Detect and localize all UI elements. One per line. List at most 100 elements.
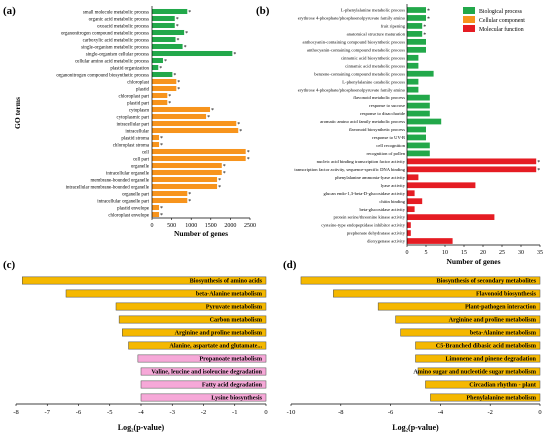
bar-a-27 — [152, 197, 188, 204]
star-a-26: * — [188, 192, 191, 198]
category-label-a-6: single-organism cellular process — [86, 52, 149, 57]
bar-a-12 — [152, 92, 168, 99]
bar-b-16 — [407, 134, 426, 141]
bar-a-11 — [152, 85, 177, 92]
pathway-label-c-3: Carbon metabolism — [210, 317, 263, 324]
category-label-a-12: chloroplast part — [118, 94, 149, 99]
pathway-label-d-0: Biosynthesis of secondary metabolites — [436, 278, 536, 285]
star-a-8: * — [159, 66, 162, 72]
bar-b-24 — [407, 198, 423, 205]
bar-a-7 — [152, 57, 163, 64]
star-a-5: * — [184, 45, 187, 51]
category-label-a-13: plastid part — [127, 101, 150, 106]
star-a-22: * — [223, 164, 226, 170]
category-label-b-10: erythrose 4-phosphate/phosphoenolpyruvat… — [298, 87, 406, 92]
category-label-a-18: plastid stroma — [121, 136, 149, 141]
bar-c-9 — [140, 393, 267, 402]
bar-a-14 — [152, 106, 211, 113]
bar-b-12 — [407, 102, 430, 109]
star-b-1: * — [427, 17, 430, 23]
bar-b-25 — [407, 206, 415, 213]
star-a-20: * — [247, 150, 250, 156]
x-tick-label-b-0: 0 — [406, 250, 409, 256]
category-label-a-0: small molecule metabolic process — [83, 10, 149, 15]
bar-a-25 — [152, 183, 218, 190]
category-label-b-26: protein serine/threonine kinase activity — [333, 215, 405, 220]
bar-a-21 — [152, 155, 246, 162]
x-tick-label-d-3: -4 — [438, 409, 444, 416]
category-label-b-23: glucan endo-1,3-beta-D-glucosidase activ… — [323, 191, 405, 197]
bar-b-3 — [407, 31, 423, 37]
category-label-a-15: cytoplasmic part — [117, 115, 150, 120]
pathway-label-d-4: beta-Alanine metabolism — [470, 330, 537, 337]
pathway-label-c-9: Lysine biosynthesis — [211, 395, 262, 402]
pathway-label-d-1: Flavonoid biosynthesis — [476, 291, 537, 298]
category-label-a-3: organonitrogen compound metabolic proces… — [61, 31, 149, 36]
bar-c-7 — [140, 367, 267, 376]
bar-a-10 — [152, 78, 177, 85]
bar-b-17 — [407, 142, 430, 149]
bar-b-29 — [407, 238, 453, 244]
star-a-17: * — [239, 129, 242, 135]
x-tick-label-c-5: -3 — [170, 409, 175, 416]
x-tick-label-d-0: -10 — [287, 409, 296, 416]
bar-a-0 — [152, 8, 188, 15]
category-label-b-8: benzene-containing compound metabolic pr… — [314, 71, 405, 76]
bar-d-5 — [415, 341, 541, 350]
bar-d-1 — [333, 289, 541, 298]
category-label-b-3: anatomical structure maturation — [347, 31, 406, 36]
category-label-a-4: carboxylic acid metabolic process — [83, 38, 150, 43]
category-label-b-2: fruit ripening — [381, 24, 406, 29]
star-a-18: * — [160, 136, 163, 142]
kegg-chart-d: Biosynthesis of secondary metabolites Fla… — [287, 276, 542, 432]
panel-label-a: (a) — [3, 5, 16, 17]
x-tick-label-c-8: 0 — [264, 409, 267, 416]
bar-a-13 — [152, 99, 168, 106]
category-label-a-1: organic acid metabolic process — [89, 17, 149, 22]
bar-a-19 — [152, 141, 160, 148]
star-a-23: * — [223, 171, 226, 177]
category-label-a-27: intracellular organelle part — [97, 199, 149, 204]
star-a-15: * — [207, 115, 210, 121]
bar-d-4 — [400, 328, 541, 337]
category-label-b-27: cysteine-type endopeptidase inhibitor ac… — [321, 223, 406, 228]
category-label-b-18: recognition of pollen — [366, 151, 405, 156]
category-label-a-5: single-organism metabolic process — [81, 45, 149, 50]
bar-a-2 — [152, 22, 175, 29]
x-tick-label-d-2: -6 — [388, 409, 394, 416]
legend-label-biological: Biological process — [479, 9, 523, 15]
bar-a-15 — [152, 113, 207, 120]
bar-b-8 — [407, 70, 434, 77]
bar-b-15 — [407, 126, 426, 133]
category-label-a-23: intracellular organelle — [106, 171, 149, 176]
bar-d-0 — [300, 276, 541, 285]
bar-a-4 — [152, 36, 176, 43]
bar-b-10 — [407, 86, 419, 93]
category-label-a-9: organonitrogen compound biosynthetic pro… — [56, 73, 149, 78]
bar-d-2 — [377, 302, 541, 311]
x-axis-title-c: Log₂(p-value) — [118, 423, 165, 432]
star-a-2: * — [176, 24, 179, 30]
bar-b-27 — [407, 222, 411, 228]
bar-c-8 — [140, 380, 267, 389]
category-label-b-20: transcription factor activity, sequence-… — [294, 167, 405, 173]
x-tick-label-a-3: 1500 — [205, 223, 217, 229]
bar-a-6 — [152, 50, 233, 57]
go-terms-chart-b: L-phenylalanine metabolic process * erythr… — [294, 4, 543, 266]
category-label-b-21: phenylalanine ammonia-lyase activity — [335, 175, 406, 180]
bar-b-11 — [407, 94, 430, 101]
category-label-a-29: chloroplast envelope — [108, 213, 149, 218]
star-a-10: * — [177, 80, 180, 86]
bar-b-1 — [407, 15, 426, 21]
bar-b-28 — [407, 230, 411, 236]
star-a-29: * — [160, 213, 163, 219]
star-a-13: * — [168, 101, 171, 107]
star-a-1: * — [176, 17, 179, 23]
go-terms-chart-a: small molecule metabolic process * organic… — [13, 6, 256, 238]
pathway-label-c-6: Propanoate metabolism — [199, 356, 262, 363]
category-label-a-17: intracellular — [125, 129, 149, 134]
category-label-b-28: prephenate dehydratase activity — [347, 231, 406, 236]
panel-label-b: (b) — [256, 5, 270, 17]
bar-b-26 — [407, 214, 495, 220]
